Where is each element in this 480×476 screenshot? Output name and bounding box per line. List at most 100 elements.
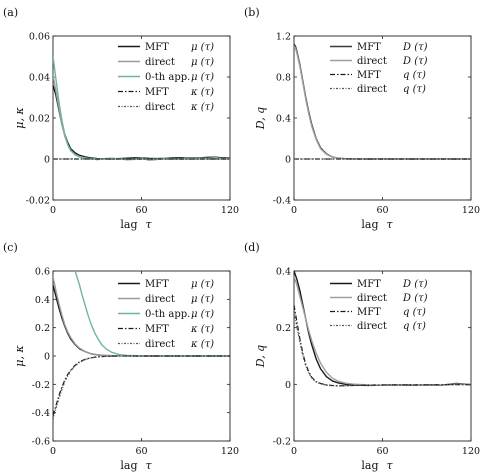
y-tick-label: -0.2 bbox=[32, 380, 50, 391]
legend-quantity: D (τ) bbox=[402, 56, 428, 67]
panel-label: (c) bbox=[3, 241, 18, 254]
legend-quantity: μ (τ) bbox=[191, 294, 214, 305]
legend-label: MFT bbox=[357, 70, 381, 81]
y-tick-label: 0.02 bbox=[29, 114, 50, 125]
legend: MFT D (τ) direct D (τ) MFT q (τ) direct q (τ) bbox=[330, 279, 428, 332]
y-tick-label: -0.2 bbox=[273, 437, 291, 448]
legend-quantity: D (τ) bbox=[402, 42, 428, 53]
legend-label: MFT bbox=[145, 87, 169, 98]
legend-quantity: κ (τ) bbox=[190, 87, 214, 98]
legend-label: direct bbox=[357, 56, 387, 67]
legend-quantity: μ (τ) bbox=[191, 279, 214, 290]
x-axis-symbol: τ bbox=[387, 459, 394, 472]
legend-label: 0-th app. bbox=[145, 72, 190, 83]
y-axis-label: μ, κ bbox=[13, 107, 26, 129]
x-tick-label: 60 bbox=[135, 205, 147, 216]
x-tick-label: 60 bbox=[135, 446, 147, 457]
x-tick-label: 120 bbox=[221, 446, 239, 457]
legend-label: direct bbox=[357, 321, 387, 332]
series-line-2 bbox=[294, 276, 471, 386]
legend-label: direct bbox=[357, 293, 387, 304]
y-tick-label: 0.4 bbox=[35, 295, 50, 306]
panel-label: (d) bbox=[244, 241, 260, 254]
series-line-5 bbox=[53, 355, 230, 420]
y-tick-label: 0.4 bbox=[276, 114, 291, 125]
legend-quantity: κ (τ) bbox=[190, 102, 214, 113]
legend-label: MFT bbox=[357, 307, 381, 318]
legend-quantity: μ (τ) bbox=[191, 57, 214, 68]
x-tick-label: 0 bbox=[291, 446, 297, 457]
legend-label: MFT bbox=[357, 279, 381, 290]
legend-label: MFT bbox=[145, 42, 169, 53]
legend-quantity: D (τ) bbox=[402, 279, 428, 290]
legend-quantity: D (τ) bbox=[402, 293, 428, 304]
legend-label: MFT bbox=[145, 324, 169, 335]
legend-label: direct bbox=[357, 84, 387, 95]
series-lines bbox=[53, 56, 230, 161]
legend-label: direct bbox=[145, 339, 175, 350]
legend-label: 0-th app. bbox=[145, 309, 190, 320]
legend-label: MFT bbox=[357, 42, 381, 53]
y-tick-label: 0 bbox=[285, 380, 291, 391]
series-lines bbox=[53, 271, 230, 420]
series-line-3 bbox=[294, 304, 471, 387]
series-lines bbox=[294, 43, 471, 160]
y-tick-label: 1.2 bbox=[276, 32, 291, 43]
legend-quantity: q (τ) bbox=[403, 321, 426, 332]
legend-quantity: q (τ) bbox=[403, 70, 426, 81]
y-axis-label: D, q bbox=[254, 345, 267, 368]
x-tick-label: 120 bbox=[462, 446, 480, 457]
series-line-4 bbox=[53, 355, 230, 416]
y-tick-label: 0.2 bbox=[276, 323, 291, 334]
legend-quantity: μ (τ) bbox=[191, 72, 214, 83]
x-tick-label: 120 bbox=[462, 205, 480, 216]
legend-quantity: μ (τ) bbox=[191, 42, 214, 53]
y-tick-label: -0.02 bbox=[26, 196, 50, 207]
legend-quantity: q (τ) bbox=[403, 84, 426, 95]
y-tick-label: -0.4 bbox=[273, 196, 291, 207]
y-tick-label: -0.4 bbox=[32, 408, 50, 419]
x-axis-label: lag bbox=[120, 459, 137, 472]
legend-label: direct bbox=[145, 294, 175, 305]
legend: MFT μ (τ)direct μ (τ)0-th app. μ (τ)MFT κ (τ… bbox=[118, 42, 214, 113]
y-tick-label: 0.8 bbox=[276, 73, 291, 84]
y-tick-label: 0 bbox=[44, 155, 50, 166]
legend: MFT D (τ) direct D (τ) MFT q (τ) direct q (τ) bbox=[330, 42, 428, 95]
y-tick-label: 0.2 bbox=[35, 323, 50, 334]
legend-label: direct bbox=[145, 57, 175, 68]
series-lines bbox=[294, 271, 471, 387]
y-tick-label: 0.4 bbox=[276, 267, 291, 278]
legend-label: direct bbox=[145, 102, 175, 113]
x-axis-symbol: τ bbox=[146, 218, 153, 231]
y-tick-label: -0.6 bbox=[32, 437, 50, 448]
y-axis-label: D, q bbox=[254, 107, 267, 130]
y-tick-label: 0 bbox=[285, 155, 291, 166]
legend-quantity: μ (τ) bbox=[191, 309, 214, 320]
y-tick-label: 0.06 bbox=[29, 32, 50, 43]
legend-label: MFT bbox=[145, 279, 169, 290]
x-tick-label: 0 bbox=[50, 205, 56, 216]
x-axis-label: lag bbox=[361, 218, 378, 231]
y-tick-label: 0.04 bbox=[29, 73, 50, 84]
y-axis-label: μ, κ bbox=[13, 345, 26, 367]
x-tick-label: 0 bbox=[50, 446, 56, 457]
x-tick-label: 0 bbox=[291, 205, 297, 216]
panel-label: (b) bbox=[244, 6, 260, 19]
chart-panel-3: -0.6 -0.4 -0.2 0 0.2 0.4 0.6 0 60 120 lag τ μ, κ (c) M… bbox=[3, 241, 239, 472]
x-axis-symbol: τ bbox=[146, 459, 153, 472]
legend-quantity: q (τ) bbox=[403, 307, 426, 318]
x-tick-label: 60 bbox=[376, 205, 388, 216]
x-axis-label: lag bbox=[120, 218, 137, 231]
x-axis-label: lag bbox=[361, 459, 378, 472]
x-tick-label: 60 bbox=[376, 446, 388, 457]
y-tick-label: 0 bbox=[44, 352, 50, 363]
x-axis-symbol: τ bbox=[387, 218, 394, 231]
legend: MFT μ (τ)direct μ (τ)0-th app. μ (τ)MFT κ (τ… bbox=[118, 279, 214, 350]
y-tick-label: 0.6 bbox=[35, 267, 50, 278]
legend-quantity: κ (τ) bbox=[190, 339, 214, 350]
x-tick-label: 120 bbox=[221, 205, 239, 216]
